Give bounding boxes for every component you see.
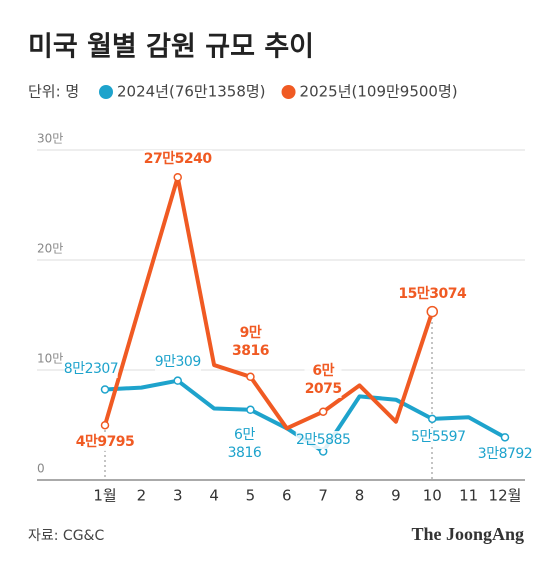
point [426,305,439,318]
x-tick-label: 1월 [93,487,116,505]
point [318,447,328,456]
x-tick-label: 12월 [489,487,522,505]
value-label: 9만 3816 [231,323,269,360]
x-tick-label: 5 [246,487,256,505]
x-tick-label: 7 [318,487,328,505]
x-tick-label: 6 [282,487,292,505]
value-label: 3만8792 [477,445,533,464]
value-label: 6만 2075 [304,361,342,398]
value-label: 4만9795 [75,433,135,452]
unit-label: 단위: 명 [28,83,79,101]
x-tick-label: 4 [209,487,219,505]
point [100,420,110,430]
value-label: 27만5240 [143,150,212,169]
point [173,376,182,385]
brand: The JoongAng [411,524,524,544]
legend-label: 2025년(109만9500명) [300,83,458,101]
value-label: 8만2307 [63,360,119,379]
x-tick-label: 11 [459,487,478,505]
point [246,372,255,382]
value-label: 15만3074 [398,284,467,303]
point [100,385,110,394]
x-tick-label: 8 [355,487,365,505]
value-label: 9만309 [154,352,201,371]
y-tick-label: 0 [37,462,45,476]
x-tick-label: 3 [173,487,183,505]
y-tick-label: 20만 [37,242,63,256]
legend-label: 2024년(76만1358명) [117,83,266,101]
point [246,405,255,415]
legend-marker [99,85,113,99]
chart-title: 미국 월별 감원 규모 추이 [28,32,314,63]
value-label: 5만5597 [411,427,466,446]
x-tick-label: 10 [423,487,442,505]
value-label: 2만5885 [295,430,351,449]
point [318,407,328,416]
x-tick-label: 2 [137,487,147,505]
point [173,172,182,182]
legend-marker [281,85,296,99]
value-label: 6만 3816 [227,425,262,462]
y-tick-label: 10만 [37,352,63,366]
point [500,433,510,442]
point [428,414,437,424]
x-tick-label: 9 [391,487,401,505]
series-line [103,175,435,431]
y-tick-label: 30만 [37,132,63,146]
source: 자료: CG&C [28,528,104,544]
